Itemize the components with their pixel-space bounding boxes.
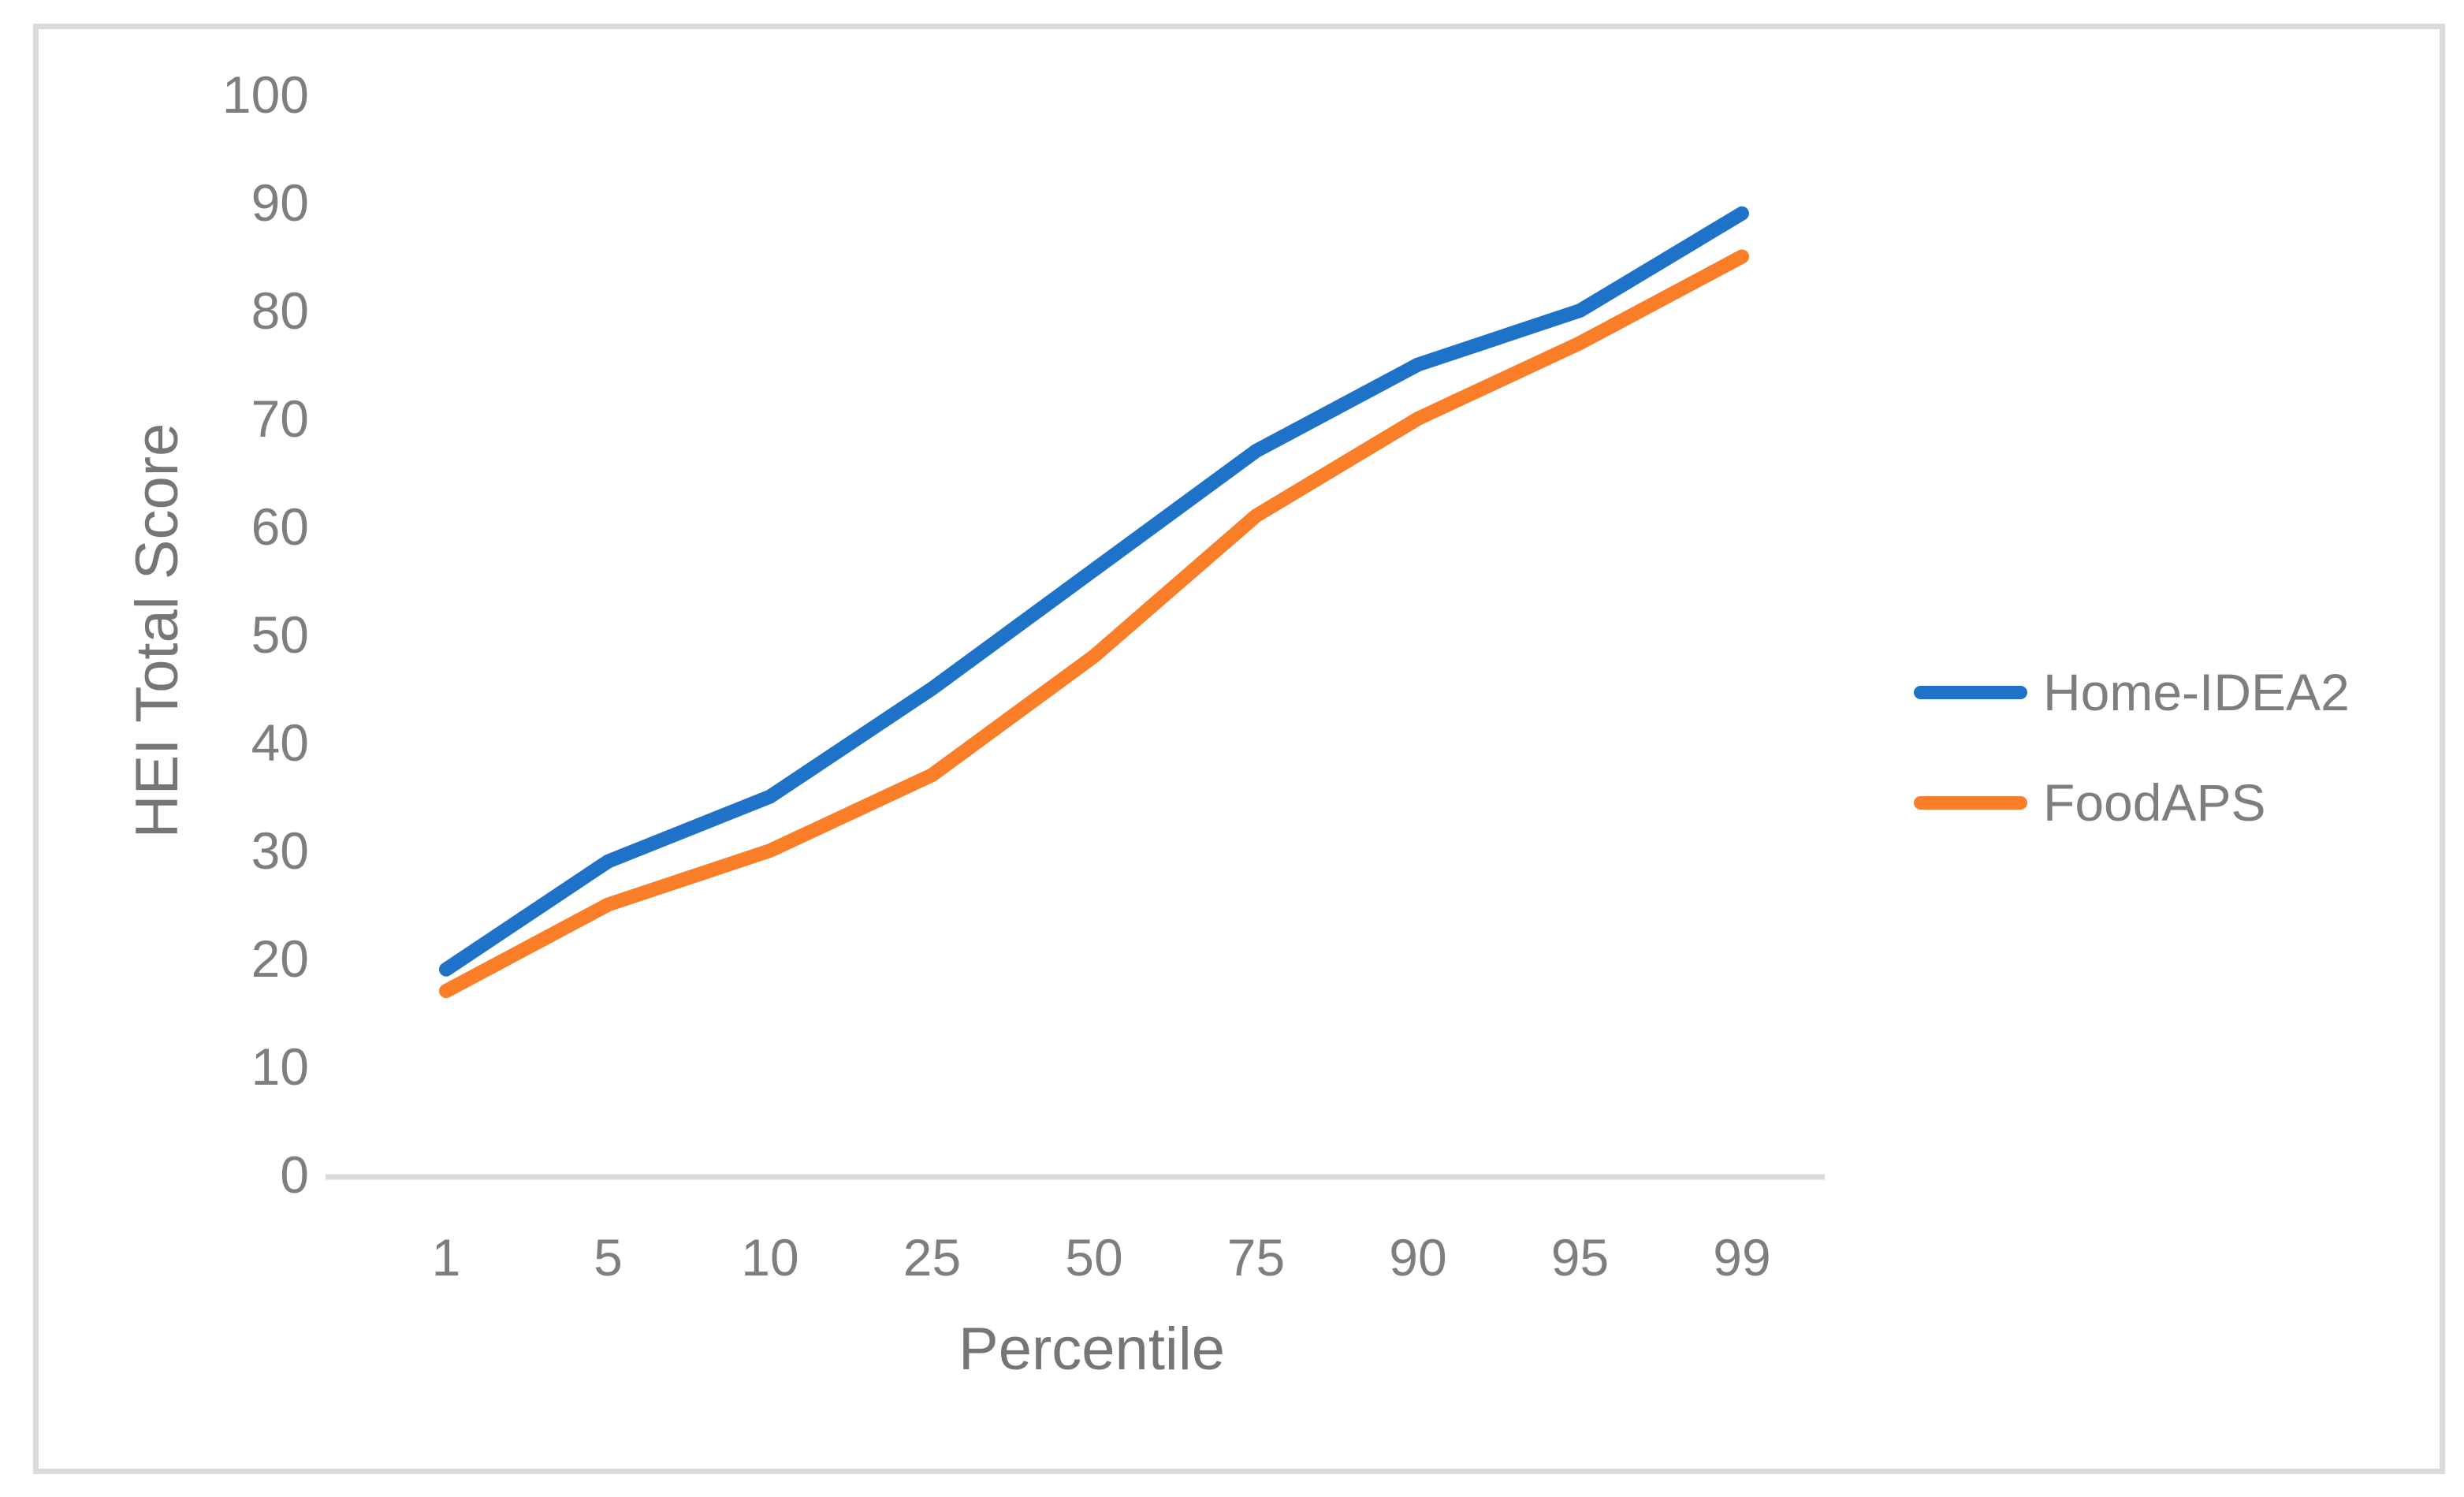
y-tick-label: 60 xyxy=(251,497,309,556)
legend-swatch-foodaps xyxy=(1914,795,2027,810)
x-tick-label: 5 xyxy=(594,1228,623,1287)
x-tick-label: 25 xyxy=(903,1228,962,1287)
y-tick-label: 50 xyxy=(251,605,309,664)
series-line-home-idea2 xyxy=(439,206,1749,977)
x-tick-label: 1 xyxy=(431,1228,461,1287)
y-tick-label: 90 xyxy=(251,173,309,232)
x-tick-label: 75 xyxy=(1226,1228,1286,1287)
y-tick-label: 20 xyxy=(251,929,309,988)
legend-item-foodaps: FoodAPS xyxy=(1914,747,2350,858)
x-tick-label: 90 xyxy=(1389,1228,1447,1287)
legend-label-foodaps: FoodAPS xyxy=(2043,773,2266,832)
legend-swatch-home-idea2 xyxy=(1914,685,2027,699)
x-tick-label: 95 xyxy=(1550,1228,1610,1287)
series-line-foodaps xyxy=(439,249,1749,999)
figure-border xyxy=(33,24,2445,1474)
legend-label-home-idea2: Home-IDEA2 xyxy=(2043,663,2350,721)
y-tick-label: 0 xyxy=(280,1145,309,1204)
legend: Home-IDEA2 FoodAPS xyxy=(1914,637,2350,858)
x-tick-label: 10 xyxy=(741,1228,799,1287)
x-tick-label: 50 xyxy=(1065,1228,1123,1287)
y-tick-label: 30 xyxy=(251,821,309,880)
y-axis-title: HEI Total Score xyxy=(124,423,191,839)
y-tick-label: 10 xyxy=(251,1037,309,1096)
y-tick-label: 40 xyxy=(251,713,309,772)
legend-item-home-idea2: Home-IDEA2 xyxy=(1914,637,2350,747)
y-tick-label: 80 xyxy=(251,281,309,340)
y-tick-label: 100 xyxy=(221,65,309,124)
x-tick-label: 99 xyxy=(1713,1228,1771,1287)
x-axis-title: Percentile xyxy=(958,1316,1225,1383)
y-tick-label: 70 xyxy=(251,389,309,448)
